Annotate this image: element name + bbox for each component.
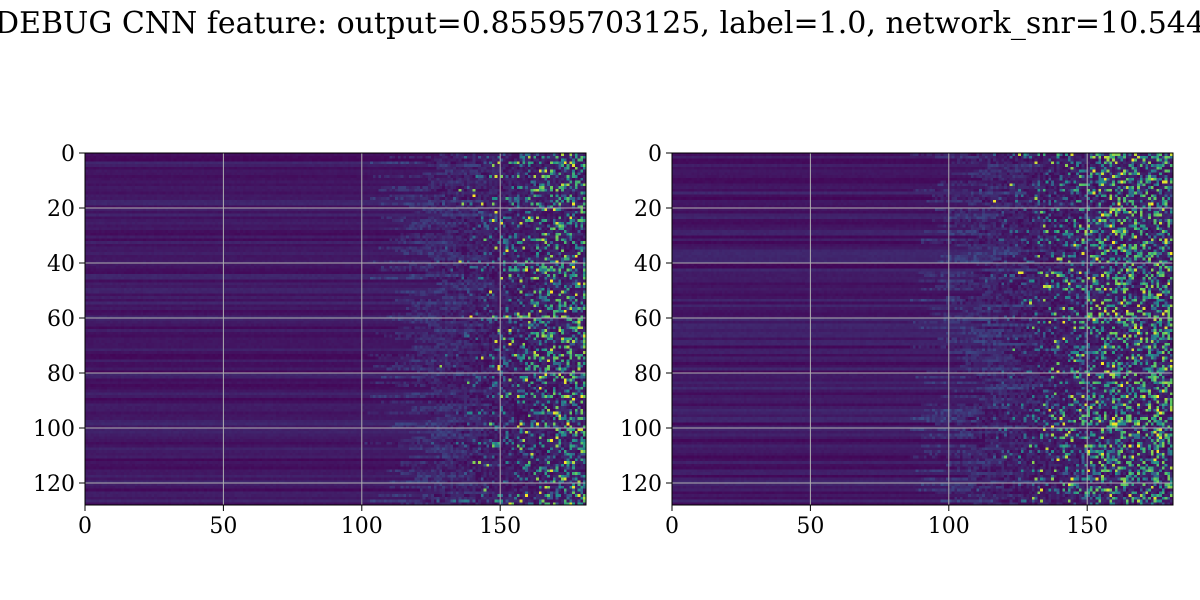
x-tick-label: 150 [479,514,521,539]
y-tick-label: 20 [634,197,662,222]
heatmap-right-ticks: 0 50 100 150 0 20 40 60 80 100 120 [620,142,1108,539]
y-tick-label: 20 [47,197,75,222]
y-tick-label: 80 [634,362,662,387]
x-tick-label: 150 [1066,514,1108,539]
y-tick-label: 60 [634,307,662,332]
x-tick-label: 50 [796,514,824,539]
heatmap-panel-right: 0 50 100 150 0 20 40 60 80 100 120 [620,142,1174,539]
y-tick-label: 120 [33,472,75,497]
x-tick-label: 100 [341,514,383,539]
heatmap-right-image [672,153,1173,505]
y-tick-label: 0 [648,142,662,167]
x-tick-label: 0 [665,514,679,539]
y-tick-label: 100 [33,417,75,442]
x-tick-label: 100 [928,514,970,539]
x-tick-label: 50 [209,514,237,539]
y-tick-label: 40 [47,252,75,277]
y-tick-label: 120 [620,472,662,497]
y-tick-label: 100 [620,417,662,442]
heatmap-panel-left: 0 50 100 150 0 20 40 60 80 100 120 [33,142,587,539]
heatmap-left-image [85,153,586,505]
y-tick-label: 40 [634,252,662,277]
y-tick-label: 0 [61,142,75,167]
figure-title: DEBUG CNN feature: output=0.85595703125,… [0,6,1200,41]
x-tick-label: 0 [78,514,92,539]
y-tick-label: 60 [47,307,75,332]
y-tick-label: 80 [47,362,75,387]
heatmap-left-ticks: 0 50 100 150 0 20 40 60 80 100 120 [33,142,521,539]
